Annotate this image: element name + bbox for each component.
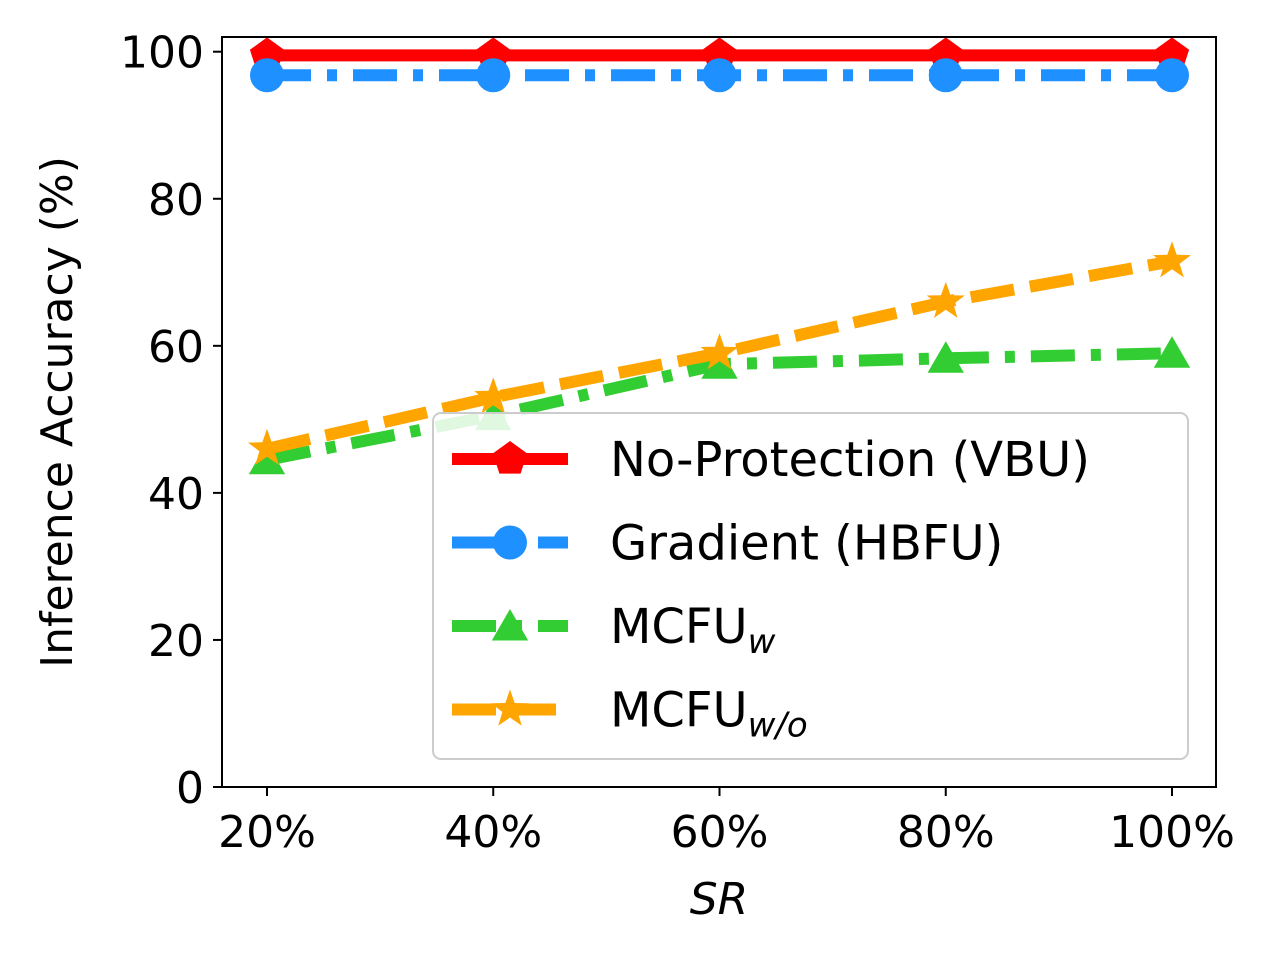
legend-marker bbox=[491, 609, 529, 641]
x-axis-label: SR bbox=[690, 874, 749, 925]
data-point bbox=[1153, 241, 1191, 278]
legend-label: MCFUw bbox=[610, 599, 776, 662]
legend-item: No-Protection (VBU) bbox=[452, 432, 1090, 488]
series-2 bbox=[250, 58, 1189, 93]
data-point bbox=[1153, 336, 1191, 368]
y-tick-label: 60 bbox=[148, 322, 204, 373]
data-point bbox=[250, 58, 284, 93]
legend: No-Protection (VBU) Gradient (HBFU) MCFUw M… bbox=[432, 412, 1189, 760]
data-point bbox=[700, 333, 739, 370]
data-point bbox=[927, 341, 964, 373]
x-tick-label: 20% bbox=[218, 807, 316, 858]
series-layer bbox=[248, 37, 1191, 475]
data-point bbox=[248, 442, 286, 475]
x-tick-label: 40% bbox=[444, 807, 542, 858]
y-tick-label: 0 bbox=[176, 763, 204, 814]
x-tick-label: 100% bbox=[1109, 807, 1235, 858]
legend-marker bbox=[493, 525, 527, 560]
data-point bbox=[702, 58, 737, 93]
data-point bbox=[248, 428, 286, 465]
legend-marker bbox=[491, 689, 529, 726]
series-4 bbox=[248, 241, 1191, 465]
data-point bbox=[1155, 58, 1189, 93]
data-point bbox=[928, 58, 963, 93]
x-tick-label: 80% bbox=[897, 807, 995, 858]
data-point bbox=[474, 377, 513, 414]
ticks-layer: 0 20 40 60 80 100 20% 40% 60% 80% 100% bbox=[120, 28, 1235, 858]
data-point bbox=[926, 281, 965, 318]
legend-item: Gradient (HBFU) bbox=[452, 516, 1003, 572]
legend-label: No-Protection (VBU) bbox=[610, 432, 1090, 488]
legend-label: Gradient (HBFU) bbox=[610, 516, 1003, 572]
legend-label: MCFUw/o bbox=[610, 683, 808, 746]
y-axis-label: Inference Accuracy (%) bbox=[32, 156, 83, 668]
y-tick-label: 100 bbox=[120, 28, 204, 79]
y-tick-label: 20 bbox=[148, 616, 204, 667]
y-tick-label: 40 bbox=[148, 469, 204, 520]
y-tick-label: 80 bbox=[148, 175, 204, 226]
legend-box bbox=[432, 412, 1189, 760]
data-point bbox=[701, 347, 738, 379]
legend-marker bbox=[492, 441, 528, 474]
legend-item: MCFUw/o bbox=[452, 683, 808, 746]
data-point bbox=[476, 58, 511, 93]
legend-item: MCFUw bbox=[452, 599, 776, 662]
x-tick-label: 60% bbox=[671, 807, 769, 858]
